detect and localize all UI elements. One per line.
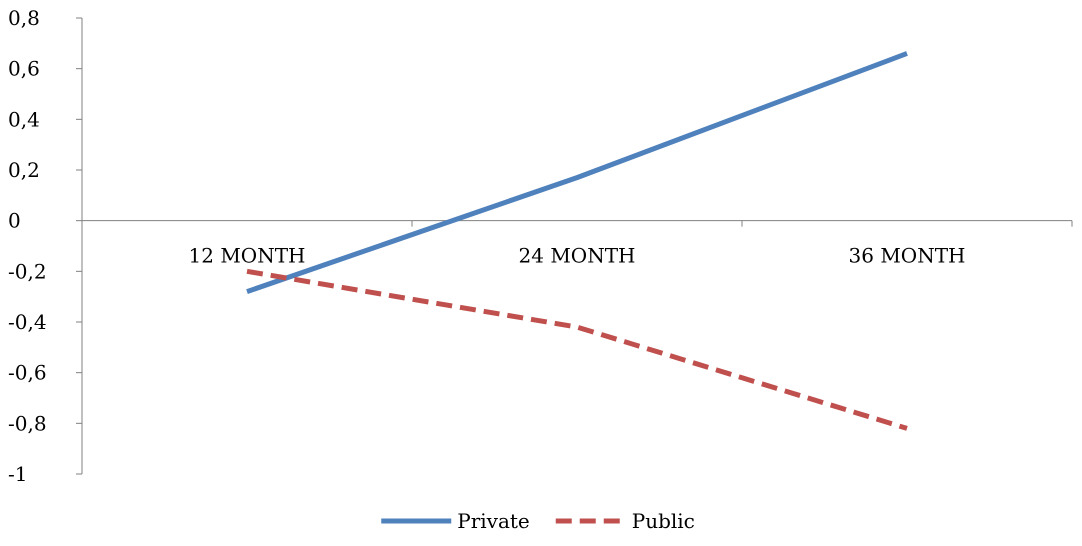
- series-public: [247, 271, 907, 428]
- y-tick-label: 0,2: [8, 158, 40, 182]
- legend-label: Private: [457, 509, 530, 533]
- y-tick-label: 0,4: [8, 107, 40, 131]
- y-axis-ticks: [76, 18, 82, 474]
- y-tick-label: -0,8: [8, 411, 47, 435]
- x-axis-ticks: [82, 221, 1072, 227]
- y-tick-label: -0,2: [8, 259, 47, 283]
- legend-item-private: Private: [381, 509, 530, 533]
- legend: Private Public: [381, 509, 695, 533]
- y-tick-label: 0: [8, 209, 21, 233]
- y-tick-label: 0,8: [8, 6, 40, 30]
- x-tick-label: 36 MONTH: [849, 244, 966, 268]
- series-line-public: [247, 271, 907, 428]
- y-tick-label: -0,6: [8, 361, 47, 385]
- y-tick-label: 0,6: [8, 57, 40, 81]
- legend-item-public: Public: [556, 509, 695, 533]
- x-tick-label: 12 MONTH: [189, 244, 306, 268]
- series-layer: [247, 53, 907, 428]
- x-axis-labels: 12 MONTH 24 MONTH 36 MONTH: [189, 244, 966, 268]
- y-tick-label: -0,4: [8, 310, 47, 334]
- y-axis-labels: 0,8 0,6 0,4 0,2 0 -0,2 -0,4 -0,6 -0,8 -1: [8, 6, 47, 486]
- legend-label: Public: [632, 509, 695, 533]
- y-tick-label: -1: [8, 462, 27, 486]
- x-tick-label: 24 MONTH: [519, 244, 636, 268]
